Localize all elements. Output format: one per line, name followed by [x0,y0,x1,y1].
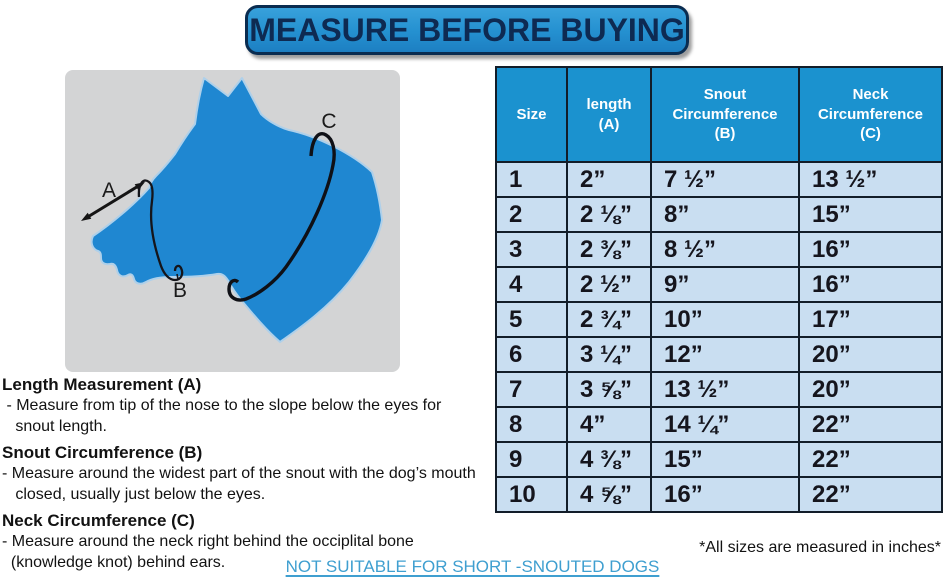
note-snout-circumference: Snout Circumference (B) - Measure around… [2,443,482,505]
table-cell: 22” [798,441,943,478]
table-row: 3 2 ⅜” 8 ½” 16” [495,231,943,268]
note-heading: Neck Circumference (C) [2,511,195,530]
table-cell: 3 [495,231,568,268]
table-cell: 8 [495,406,568,443]
sizes-footnote: *All sizes are measured in inches* [699,539,941,556]
table-cell: 10” [650,301,800,338]
table-row: 7 3 ⅝” 13 ½” 20” [495,371,943,408]
dog-silhouette [90,77,383,343]
table-cell: 3 ⅝” [566,371,652,408]
short-snout-warning: NOT SUITABLE FOR SHORT -SNOUTED DOGS [0,557,945,577]
dog-head-diagram: A B C [81,77,383,343]
table-row: 1 2” 7 ½” 13 ½” [495,161,943,198]
table-cell: 22” [798,476,943,513]
column-header-length: length (A) [566,66,652,163]
note-heading: Length Measurement (A) [2,375,202,394]
table-row: 6 3 ¼” 12” 20” [495,336,943,373]
label-a: A [102,179,116,202]
dog-diagram-panel: A B C [65,70,400,372]
column-header-neck: Neck Circumference (C) [798,66,943,163]
table-cell: 13 ½” [650,371,800,408]
label-b: B [173,279,187,302]
table-cell: 10 [495,476,568,513]
table-cell: 12” [650,336,800,373]
table-cell: 3 ¼” [566,336,652,373]
size-chart-table: Size length (A) Snout Circumference (B) … [495,66,943,513]
table-cell: 2 ⅛” [566,196,652,233]
table-cell: 2 ½” [566,266,652,303]
table-cell: 7 ½” [650,161,800,198]
note-body: - Measure from tip of the nose to the sl… [6,397,442,435]
table-cell: 7 [495,371,568,408]
table-row: 4 2 ½” 9” 16” [495,266,943,303]
table-cell: 9” [650,266,800,303]
neck-ellipse-c [227,132,336,302]
table-cell: 9 [495,441,568,478]
note-body: - Measure around the widest part of the … [2,465,476,503]
table-cell: 22” [798,406,943,443]
table-header-row: Size length (A) Snout Circumference (B) … [495,66,943,163]
table-row: 5 2 ¾” 10” 17” [495,301,943,338]
measurement-notes: Length Measurement (A) - Measure from ti… [2,375,482,579]
note-heading: Snout Circumference (B) [2,443,203,462]
banner-title: MEASURE BEFORE BUYING [249,11,685,48]
label-b-leader [176,273,179,280]
label-c: C [321,110,336,133]
table-cell: 6 [495,336,568,373]
short-snout-warning-link[interactable]: NOT SUITABLE FOR SHORT -SNOUTED DOGS [285,557,660,576]
table-cell: 16” [798,231,943,268]
column-header-snout: Snout Circumference (B) [650,66,800,163]
table-cell: 15” [650,441,800,478]
note-neck-circumference: Neck Circumference (C) - Measure around … [2,511,482,573]
table-cell: 4 ⅝” [566,476,652,513]
table-row: 9 4 ⅜” 15” 22” [495,441,943,478]
table-cell: 16” [650,476,800,513]
table-row: 2 2 ⅛” 8” 15” [495,196,943,233]
table-row: 10 4 ⅝” 16” 22” [495,476,943,513]
table-cell: 20” [798,371,943,408]
table-cell: 2 [495,196,568,233]
table-cell: 4” [566,406,652,443]
snout-ellipse-b [137,179,184,282]
table-cell: 4 ⅜” [566,441,652,478]
table-cell: 1 [495,161,568,198]
column-header-size: Size [495,66,568,163]
table-cell: 8” [650,196,800,233]
table-cell: 2 ¾” [566,301,652,338]
table-cell: 13 ½” [798,161,943,198]
table-cell: 14 ¼” [650,406,800,443]
table-cell: 16” [798,266,943,303]
measure-before-buying-banner: MEASURE BEFORE BUYING [245,5,689,55]
table-cell: 8 ½” [650,231,800,268]
note-body: - Measure around the neck right behind t… [2,533,414,571]
table-cell: 20” [798,336,943,373]
table-cell: 2” [566,161,652,198]
table-cell: 2 ⅜” [566,231,652,268]
note-length-measurement: Length Measurement (A) - Measure from ti… [2,375,482,437]
table-cell: 15” [798,196,943,233]
table-row: 8 4” 14 ¼” 22” [495,406,943,443]
table-cell: 17” [798,301,943,338]
table-cell: 4 [495,266,568,303]
table-cell: 5 [495,301,568,338]
